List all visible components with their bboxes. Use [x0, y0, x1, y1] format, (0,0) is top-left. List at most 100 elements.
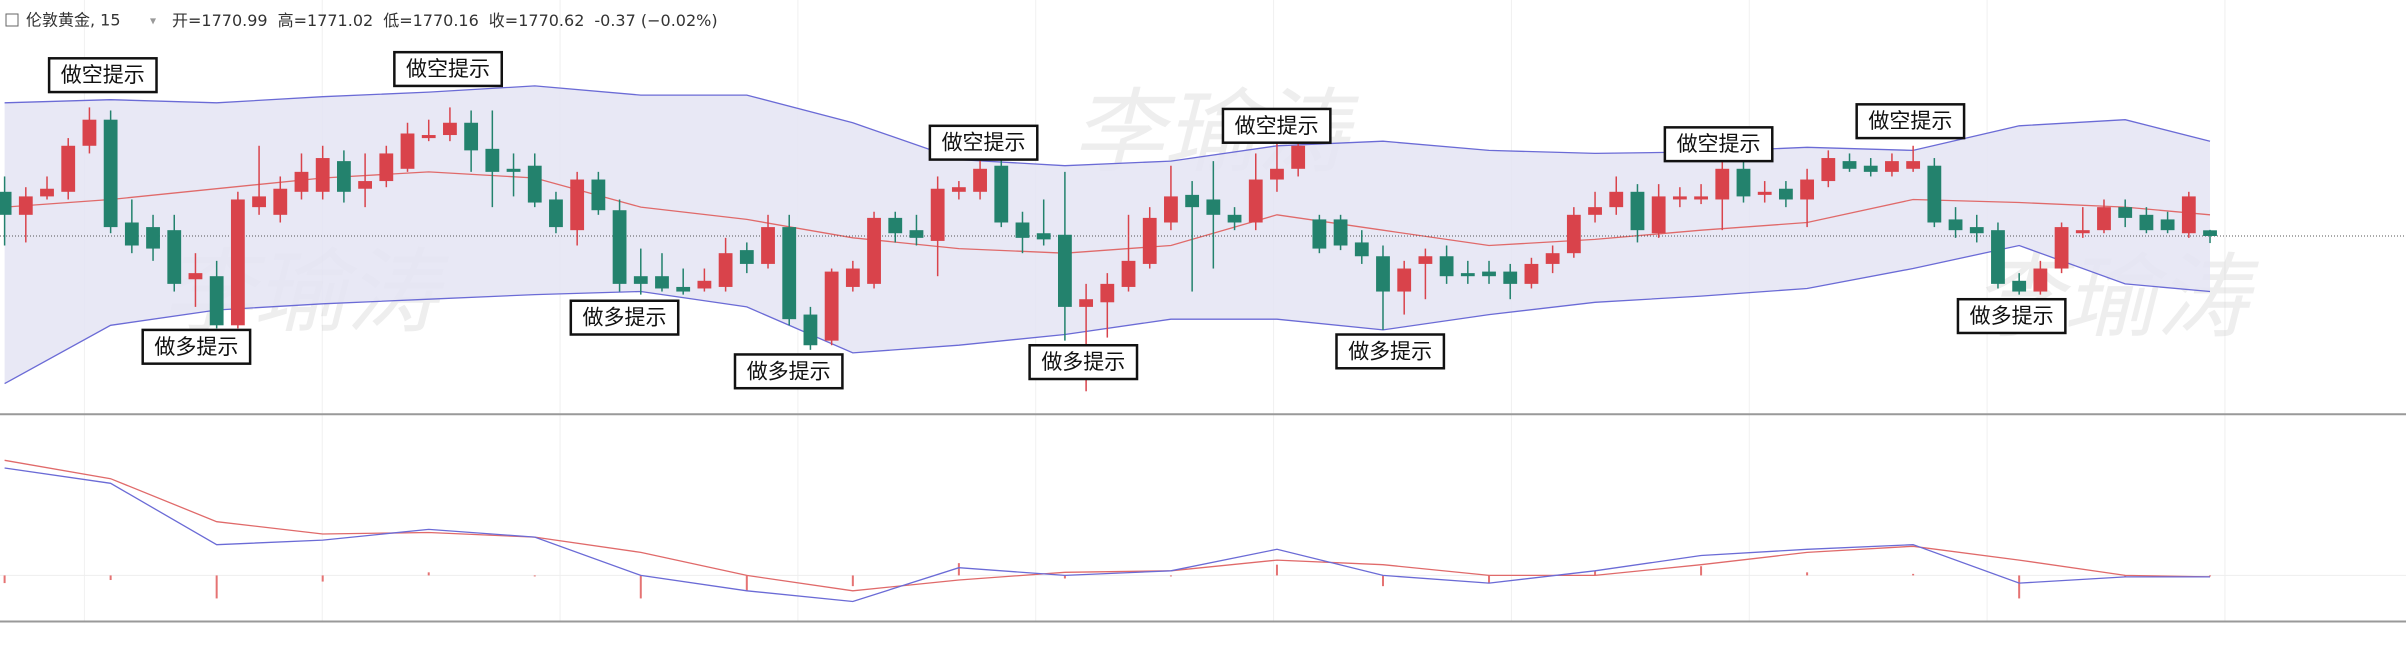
quote-label: 高=	[278, 11, 307, 30]
symbol-icon[interactable]	[5, 13, 19, 27]
macd-histogram-bar	[1912, 573, 1915, 576]
macd-histogram-bar	[1275, 564, 1278, 576]
quote-label: 开=	[172, 11, 201, 30]
annotation-box	[1663, 126, 1774, 163]
annotation-text: 做空提示	[1677, 132, 1761, 156]
macd-histogram-bar	[957, 563, 960, 576]
candle-body	[1885, 161, 1899, 172]
candle-body	[1185, 194, 1200, 208]
candle-body	[1778, 188, 1793, 200]
candle-body	[1715, 168, 1730, 200]
candle-body	[506, 168, 521, 172]
macd-histogram-bar	[1063, 575, 1066, 579]
macd-histogram-bar	[109, 575, 112, 581]
macd-histogram-bar	[321, 575, 324, 582]
macd-histogram-bar	[2124, 575, 2127, 577]
candle-body	[167, 230, 182, 284]
signal-annotation: 做多提示	[1028, 343, 1139, 381]
candle-body	[1164, 196, 1178, 223]
quote-value: 1770.16	[413, 11, 479, 30]
macd-histogram-bar	[533, 575, 536, 577]
candle-body	[1991, 230, 2005, 284]
candle-body	[1842, 161, 1857, 169]
candle-body	[1312, 219, 1327, 249]
candle-body	[1566, 214, 1581, 254]
quote-label: 收=	[489, 11, 518, 30]
candle-body	[1079, 299, 1094, 307]
candle-body	[188, 273, 203, 280]
candle-body	[252, 196, 266, 208]
candle-body	[2139, 214, 2154, 231]
candle-body	[61, 145, 76, 192]
candle-body	[1057, 234, 1072, 307]
macd-histogram-bar	[215, 575, 218, 599]
candle-body	[1100, 283, 1115, 303]
quote-label: 低=	[383, 11, 412, 30]
candle-body	[591, 179, 606, 211]
candle-body	[909, 230, 924, 238]
macd-histogram-bar	[2018, 575, 2021, 599]
band-lower-line	[4, 244, 2211, 385]
candle-body	[612, 210, 627, 284]
candle-body	[443, 122, 457, 136]
macd-histogram-bar	[427, 572, 430, 576]
candle-body	[1736, 168, 1751, 197]
candle-body	[1206, 199, 1221, 215]
candle-body	[1460, 273, 1475, 277]
candle-body	[400, 133, 415, 169]
candle-body	[0, 191, 12, 215]
candle-body	[1630, 191, 1645, 231]
candle-body	[655, 276, 669, 289]
band-upper-line	[4, 85, 2211, 167]
candle-body	[1248, 179, 1263, 223]
candle-body	[464, 122, 479, 151]
candle-body	[676, 286, 691, 292]
macd-histogram-bar	[851, 575, 854, 587]
candle-body	[1418, 256, 1433, 264]
candle-body	[103, 119, 118, 228]
candle-body	[1397, 268, 1412, 292]
signal-annotation: 做空提示	[393, 50, 504, 88]
candle-body	[1121, 260, 1136, 287]
candle-body	[1291, 145, 1306, 169]
signal-annotation: 做多提示	[1335, 333, 1446, 370]
candle-body	[994, 165, 1009, 223]
candle-body	[761, 227, 775, 264]
candle-body	[1270, 168, 1284, 180]
candle-body	[1927, 165, 1942, 223]
candle-body	[1036, 233, 1051, 240]
candle-body	[1227, 214, 1242, 223]
dropdown-arrow[interactable]: ▾	[150, 14, 156, 28]
annotation-box	[1221, 107, 1332, 144]
candle-body	[485, 148, 500, 172]
annotation-text: 做空提示	[1868, 109, 1952, 133]
candle-body	[2054, 227, 2069, 269]
candle-body	[294, 171, 309, 192]
candle-body	[1800, 179, 1815, 200]
candle-body	[124, 222, 139, 246]
candle-body	[867, 217, 881, 284]
signal-annotation: 做多提示	[1956, 297, 2067, 335]
macd-histogram-bar	[639, 575, 642, 599]
candle-body	[273, 188, 288, 215]
candle-body	[18, 196, 33, 215]
candle-body	[1948, 219, 1963, 231]
annotation-box	[141, 328, 252, 365]
candle-body	[951, 187, 966, 192]
candle-body	[1503, 271, 1518, 284]
signal-annotation: 做多提示	[569, 299, 680, 336]
candle-body	[358, 181, 373, 189]
annotation-box	[1956, 297, 2067, 335]
candle-body	[1651, 196, 1666, 234]
candle-body	[1906, 161, 1921, 169]
symbol[interactable]: 伦敦黄金, 15	[26, 11, 121, 30]
candle-body	[782, 227, 797, 320]
band-fill	[4, 85, 2210, 384]
quote-value: 1770.99	[201, 11, 267, 30]
candle-body	[1969, 227, 1984, 234]
candle-body	[40, 188, 54, 197]
candle-body	[1757, 191, 1772, 195]
annotation-box	[1855, 103, 1966, 140]
